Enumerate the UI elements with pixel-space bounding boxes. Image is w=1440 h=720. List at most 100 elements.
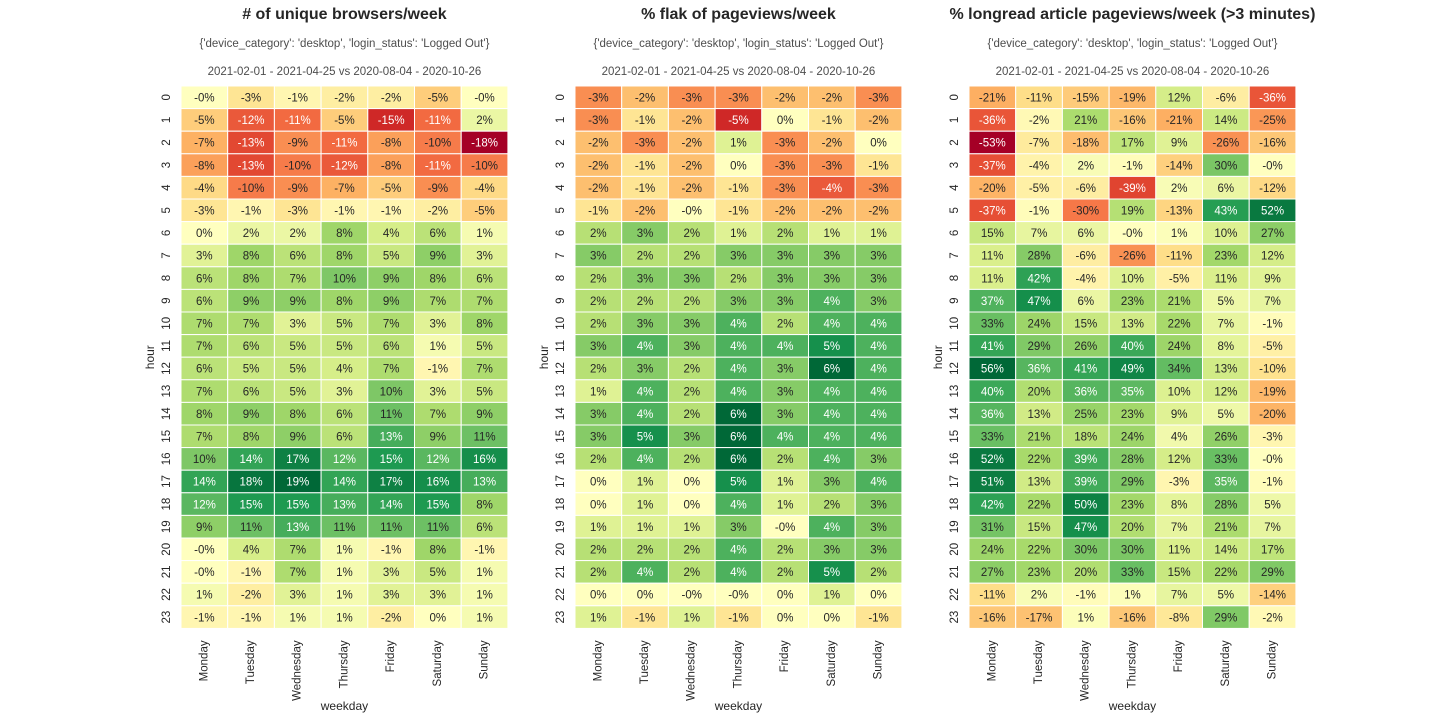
cell-value-label: 22% (1214, 567, 1237, 579)
cell-value-label: 6% (243, 386, 260, 398)
cell-value-label: 7% (1171, 522, 1188, 534)
cell-value-label: -3% (588, 115, 608, 127)
cell-value-label: 6% (383, 341, 400, 353)
cell-value-label: 5% (1218, 296, 1235, 308)
cell-value-label: 7% (1171, 590, 1188, 602)
cell-value-label: 4% (824, 296, 841, 308)
cell-value-label: 3% (683, 273, 700, 285)
x-tick-label: Saturday (1220, 640, 1232, 686)
cell-value-label: 3% (870, 454, 887, 466)
y-axis-label: hour (537, 345, 551, 369)
cell-value-label: 4% (777, 432, 794, 444)
cell-value-label: 1% (476, 567, 493, 579)
cell-value-label: 13% (473, 477, 496, 489)
cell-value-label: 20% (1028, 386, 1051, 398)
y-tick-label: 12 (555, 362, 567, 375)
cell-value-label: 7% (196, 432, 213, 444)
cell-value-label: 23% (1028, 567, 1051, 579)
cell-value-label: 3% (730, 251, 747, 263)
cell-value-label: 3% (383, 567, 400, 579)
cell-value-label: 3% (683, 341, 700, 353)
cell-value-label: 3% (870, 522, 887, 534)
cell-value-label: 9% (1171, 138, 1188, 150)
cell-value-label: 6% (476, 273, 493, 285)
y-tick-label: 23 (161, 611, 173, 624)
cell-value-label: -5% (474, 206, 494, 218)
cell-value-label: -6% (1216, 93, 1236, 105)
cell-value-label: 3% (383, 590, 400, 602)
filter-subtitle: {'device_category': 'desktop', 'login_st… (593, 38, 883, 50)
cell-value-label: -3% (775, 160, 795, 172)
cell-value-label: 26% (1214, 432, 1237, 444)
cell-value-label: 4% (637, 341, 654, 353)
y-tick-label: 3 (949, 162, 961, 168)
cell-value-label: -3% (1169, 477, 1189, 489)
cell-value-label: 2% (683, 567, 700, 579)
cell-value-label: 34% (1168, 364, 1191, 376)
cell-value-label: 4% (730, 386, 747, 398)
cell-value-label: 0% (870, 138, 887, 150)
y-tick-label: 18 (555, 498, 567, 511)
cell-value-label: -2% (682, 160, 702, 172)
cell-value-label: -53% (979, 138, 1006, 150)
cell-value-label: -13% (238, 160, 265, 172)
y-tick-label: 8 (161, 275, 173, 281)
cell-value-label: -9% (288, 138, 308, 150)
cell-value-label: 4% (870, 477, 887, 489)
cell-value-label: 12% (1214, 386, 1237, 398)
cell-value-label: 4% (730, 545, 747, 557)
y-tick-label: 1 (161, 117, 173, 123)
cell-value-label: 15% (981, 228, 1004, 240)
cell-value-label: 2% (777, 567, 794, 579)
cell-value-label: 50% (1074, 499, 1097, 511)
cell-value-label: 1% (590, 522, 607, 534)
y-tick-label: 10 (161, 317, 173, 330)
x-tick-label: Saturday (826, 640, 838, 686)
cell-value-label: 2% (683, 409, 700, 421)
cell-value-label: -0% (682, 590, 702, 602)
cell-value-label: 8% (476, 499, 493, 511)
cell-value-label: 8% (430, 545, 447, 557)
cell-value-label: 29% (1261, 567, 1284, 579)
cell-value-label: -8% (381, 160, 401, 172)
panel-title: # of unique browsers/week (242, 6, 447, 23)
cell-value-label: -3% (775, 138, 795, 150)
cell-value-label: 1% (476, 228, 493, 240)
cell-value-label: 13% (1214, 364, 1237, 376)
cell-value-label: 0% (430, 612, 447, 624)
cell-value-label: 0% (824, 612, 841, 624)
cell-value-label: -3% (822, 160, 842, 172)
cell-value-label: 4% (730, 319, 747, 331)
cell-value-label: 7% (430, 409, 447, 421)
y-tick-label: 8 (949, 275, 961, 281)
cell-value-label: -0% (1262, 454, 1282, 466)
cell-value-label: 6% (730, 409, 747, 421)
cell-value-label: 3% (824, 273, 841, 285)
cell-value-label: 28% (1214, 499, 1237, 511)
cell-value-label: -2% (682, 115, 702, 127)
cell-value-label: -2% (822, 138, 842, 150)
cell-value-label: 29% (1121, 477, 1144, 489)
cell-value-label: 0% (590, 590, 607, 602)
cell-value-label: -5% (1169, 273, 1189, 285)
cell-value-label: -3% (868, 183, 888, 195)
cell-value-label: -2% (588, 160, 608, 172)
cell-value-label: 3% (777, 251, 794, 263)
cell-value-label: -8% (381, 138, 401, 150)
y-tick-label: 6 (161, 230, 173, 236)
cell-value-label: 1% (637, 522, 654, 534)
cell-value-label: -3% (194, 206, 214, 218)
cell-value-label: 8% (243, 251, 260, 263)
cell-value-label: 2% (683, 364, 700, 376)
panel-title: % longread article pageviews/week (>3 mi… (949, 6, 1315, 23)
cell-value-label: -36% (1259, 93, 1286, 105)
cell-value-label: 42% (1028, 273, 1051, 285)
cell-value-label: 15% (380, 454, 403, 466)
cell-value-label: 1% (336, 590, 353, 602)
cell-value-label: -18% (471, 138, 498, 150)
cell-value-label: 5% (430, 567, 447, 579)
cell-value-label: 4% (243, 545, 260, 557)
cell-value-label: 5% (1218, 409, 1235, 421)
cell-value-label: -10% (471, 160, 498, 172)
